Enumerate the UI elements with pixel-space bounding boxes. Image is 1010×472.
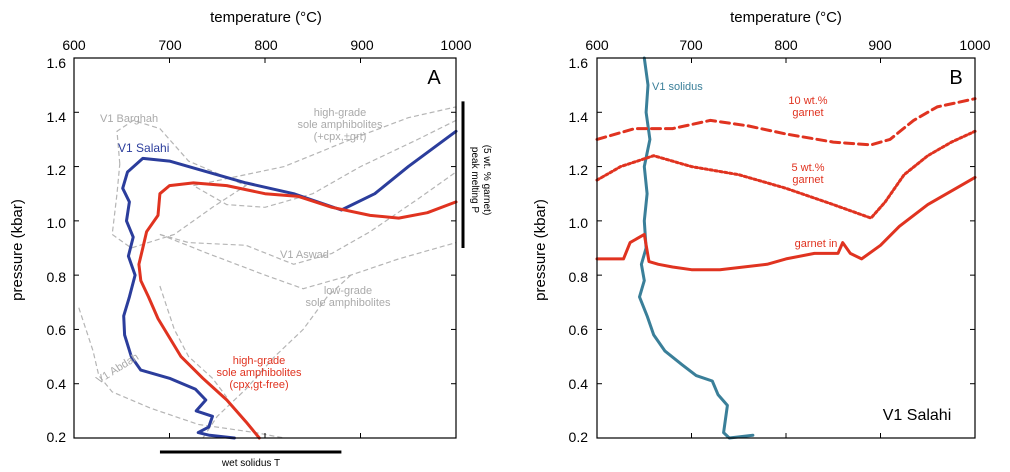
panel-b-y-tick-label: 1.2 bbox=[569, 162, 589, 178]
panel-a-x-tick-label: 600 bbox=[62, 37, 86, 53]
panel-a-y-tick-label: 0.4 bbox=[47, 376, 67, 392]
panel-b-x-tick-label: 900 bbox=[868, 37, 892, 53]
label-high-grade-red-1: high-grade bbox=[233, 355, 286, 367]
series-line-garnet-in bbox=[595, 175, 977, 272]
series-line-5-wt-garnet bbox=[595, 129, 977, 220]
panel-b-tick-marks bbox=[596, 57, 976, 439]
panel-a-y-tick-label: 1.4 bbox=[47, 109, 67, 125]
series-line-high-grade-sole-amphibolites-cpx-gt-free bbox=[137, 181, 458, 440]
label-v1-abdah: V1 Abdah bbox=[94, 351, 141, 386]
label-high-grade-gray-1: high-grade bbox=[314, 107, 367, 119]
panel-a-x-tick-label: 900 bbox=[350, 37, 374, 53]
label-v1-salahi: V1 Salahi bbox=[118, 141, 169, 155]
panel-a-y-tick-label: 0.2 bbox=[47, 429, 67, 445]
panel-a-y-tick-label: 0.8 bbox=[47, 269, 67, 285]
peak-melting-label-2: (5 wt. % garnet) bbox=[481, 145, 492, 216]
panel-a-series bbox=[121, 129, 458, 440]
panel-a-y-axis-label: pressure (kbar) bbox=[9, 199, 26, 301]
panel-b-x-tick-label: 800 bbox=[774, 37, 798, 53]
panel-b-x-tick-label: 1000 bbox=[959, 37, 990, 53]
panel-a-x-ticks: 600 700 800 900 1000 bbox=[62, 37, 471, 53]
label-garnet-in: garnet in bbox=[795, 238, 838, 250]
panel-b-series bbox=[595, 56, 977, 440]
label-high-grade-red-2: sole amphibolites bbox=[217, 367, 302, 379]
panel-b-y-tick-label: 0.4 bbox=[569, 376, 589, 392]
reference-outline-unnamed bbox=[159, 285, 228, 398]
peak-melting-label-1: peak melting P bbox=[469, 147, 480, 213]
panel-a-tick-marks bbox=[73, 57, 457, 439]
panel-a-y-tick-label: 1.0 bbox=[47, 215, 67, 231]
panel-a-y-tick-label: 0.6 bbox=[47, 322, 67, 338]
panel-a-letter: A bbox=[427, 67, 441, 89]
label-low-grade-1: low-grade bbox=[324, 285, 372, 297]
label-high-grade-gray-3: (+cpx,±grt) bbox=[314, 131, 367, 143]
panel-a-y-tick-label: 1.6 bbox=[47, 55, 67, 71]
label-high-grade-red-3: (cpx,gt-free) bbox=[229, 379, 288, 391]
label-10wt-2: garnet bbox=[792, 107, 823, 119]
reference-outline-v1-abdah bbox=[78, 307, 285, 439]
label-v1-solidus: V1 solidus bbox=[652, 81, 703, 93]
panel-b-y-tick-label: 0.8 bbox=[569, 269, 589, 285]
panel-b-x-tick-label: 600 bbox=[585, 37, 609, 53]
label-10wt-1: 10 wt.% bbox=[788, 95, 827, 107]
panel-a-y-tick-label: 1.2 bbox=[47, 162, 67, 178]
wet-solidus-label: wet solidus T bbox=[221, 458, 280, 469]
panel-b-x-ticks: 600 700 800 900 1000 bbox=[585, 37, 990, 53]
panel-a-reference-outlines bbox=[78, 106, 457, 439]
reference-outline-low-grade-sole-amphibolites bbox=[159, 233, 457, 290]
panel-b-y-axis-label: pressure (kbar) bbox=[532, 199, 549, 301]
panel-b-letter: B bbox=[949, 67, 962, 89]
series-line-v1-salahi bbox=[121, 129, 458, 440]
panel-a-x-axis-label: temperature (°C) bbox=[210, 9, 322, 26]
panel-b: temperature (°C) pressure (kbar) 600 700… bbox=[532, 9, 991, 445]
panel-a-y-ticks: 0.2 0.4 0.6 0.8 1.0 1.2 1.4 1.6 bbox=[47, 55, 67, 445]
panel-b-y-tick-label: 1.6 bbox=[569, 55, 589, 71]
label-v1-salahi-b: V1 Salahi bbox=[883, 407, 952, 424]
reference-outline-high-grade-sole-amphibolites-cpx-grt bbox=[193, 106, 457, 208]
panel-b-y-tick-label: 0.6 bbox=[569, 322, 589, 338]
panel-b-y-tick-label: 0.2 bbox=[569, 429, 589, 445]
series-line-10-wt-garnet bbox=[595, 97, 977, 147]
panel-a-x-tick-label: 800 bbox=[254, 37, 278, 53]
label-v1-barghah: V1 Barghah bbox=[100, 113, 158, 125]
panel-b-x-tick-label: 700 bbox=[679, 37, 703, 53]
label-low-grade-2: sole amphibolites bbox=[306, 297, 391, 309]
label-high-grade-gray-2: sole amphibolites bbox=[298, 119, 383, 131]
panel-a-x-tick-label: 700 bbox=[158, 37, 182, 53]
label-5wt-2: garnet bbox=[792, 174, 823, 186]
reference-outline-v1-barghah bbox=[111, 119, 248, 249]
panel-b-x-axis-label: temperature (°C) bbox=[730, 9, 842, 26]
panel-a: temperature (°C) pressure (kbar) 600 700… bbox=[9, 9, 492, 469]
panel-b-plot-frame bbox=[596, 57, 976, 439]
series-line-v1-solidus bbox=[638, 56, 755, 440]
panel-b-y-tick-label: 1.4 bbox=[569, 109, 589, 125]
panel-b-y-tick-label: 1.0 bbox=[569, 215, 589, 231]
label-v1-aswad: V1 Aswad bbox=[280, 249, 329, 261]
panel-b-y-ticks: 0.2 0.4 0.6 0.8 1.0 1.2 1.4 1.6 bbox=[569, 55, 589, 445]
reference-outline-unnamed bbox=[202, 274, 352, 439]
label-5wt-1: 5 wt.% bbox=[791, 162, 824, 174]
panel-a-x-tick-label: 1000 bbox=[440, 37, 471, 53]
